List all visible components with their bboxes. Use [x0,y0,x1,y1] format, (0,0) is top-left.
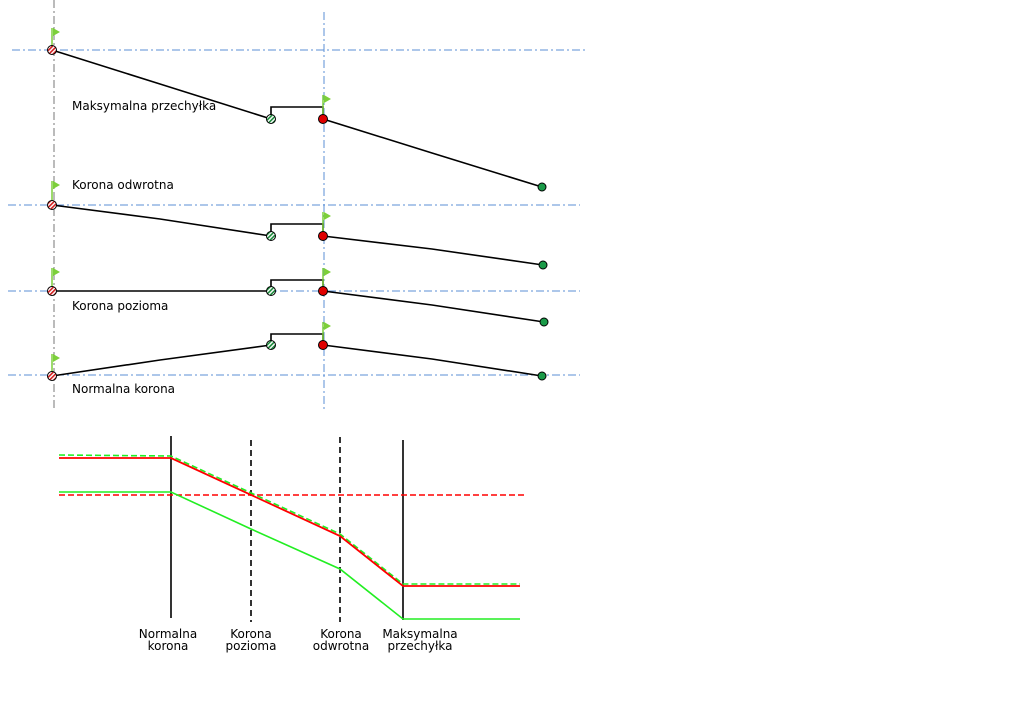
transition-diagram: Normalna korona Korona pozioma Korona od… [58,436,525,653]
pivot-marker [318,231,328,241]
profile-right-row-2 [322,235,544,266]
reference-lines [8,0,586,410]
bracket-row-2 [270,223,324,236]
start-marker [47,371,57,381]
edge-green-solid [59,491,520,620]
mid-marker [266,114,276,124]
start-marker [47,200,57,210]
edge-green-dashed [58,454,520,585]
station-label-normal-crown-1: Normalna [139,627,197,641]
profile-left-row-1 [51,49,272,120]
pivot-marker [318,340,328,350]
flag-icon [51,181,60,201]
start-marker [47,286,57,296]
station-label-reverse-crown-1: Korona [320,627,362,641]
flag-icon [322,268,331,287]
row-label-reverse-crown: Korona odwrotna [72,178,174,192]
edge-red-solid [59,457,520,587]
profile-left-row-2 [51,204,272,237]
station-label-reverse-crown-2: odwrotna [313,639,369,653]
end-marker [538,260,548,270]
row-label-normal-crown: Normalna korona [72,382,175,396]
row-label-max-superelevation: Maksymalna przechyłka [72,99,216,113]
end-marker [537,371,547,381]
mid-marker [266,231,276,241]
flags [51,28,331,372]
profile-right-row-3 [322,290,545,323]
pivot-marker [318,286,328,296]
flag-icon [322,95,331,115]
flag-icon [51,28,60,46]
end-marker [537,182,547,192]
bracket-row-4 [270,333,324,345]
station-label-max-superelevation-1: Maksymalna [382,627,457,641]
bracket-row-1 [270,106,324,119]
row-label-level-crown: Korona pozioma [72,299,168,313]
flag-icon [322,212,331,232]
station-label-max-superelevation-2: przechyłka [387,639,452,653]
profile-right-row-1 [322,118,543,188]
mid-marker [266,286,276,296]
profile-left-row-4 [51,344,272,377]
bracket-row-3 [270,279,324,291]
station-label-normal-crown-2: korona [148,639,189,653]
end-marker [539,317,549,327]
flag-icon [322,322,331,341]
flag-icon [51,354,60,372]
pivot-marker [318,114,328,124]
mid-marker [266,340,276,350]
station-label-level-crown-2: pozioma [226,639,277,653]
flag-icon [51,268,60,287]
markers [47,45,549,381]
start-marker [47,45,57,55]
station-label-level-crown-1: Korona [230,627,272,641]
profile-right-row-4 [322,344,543,377]
